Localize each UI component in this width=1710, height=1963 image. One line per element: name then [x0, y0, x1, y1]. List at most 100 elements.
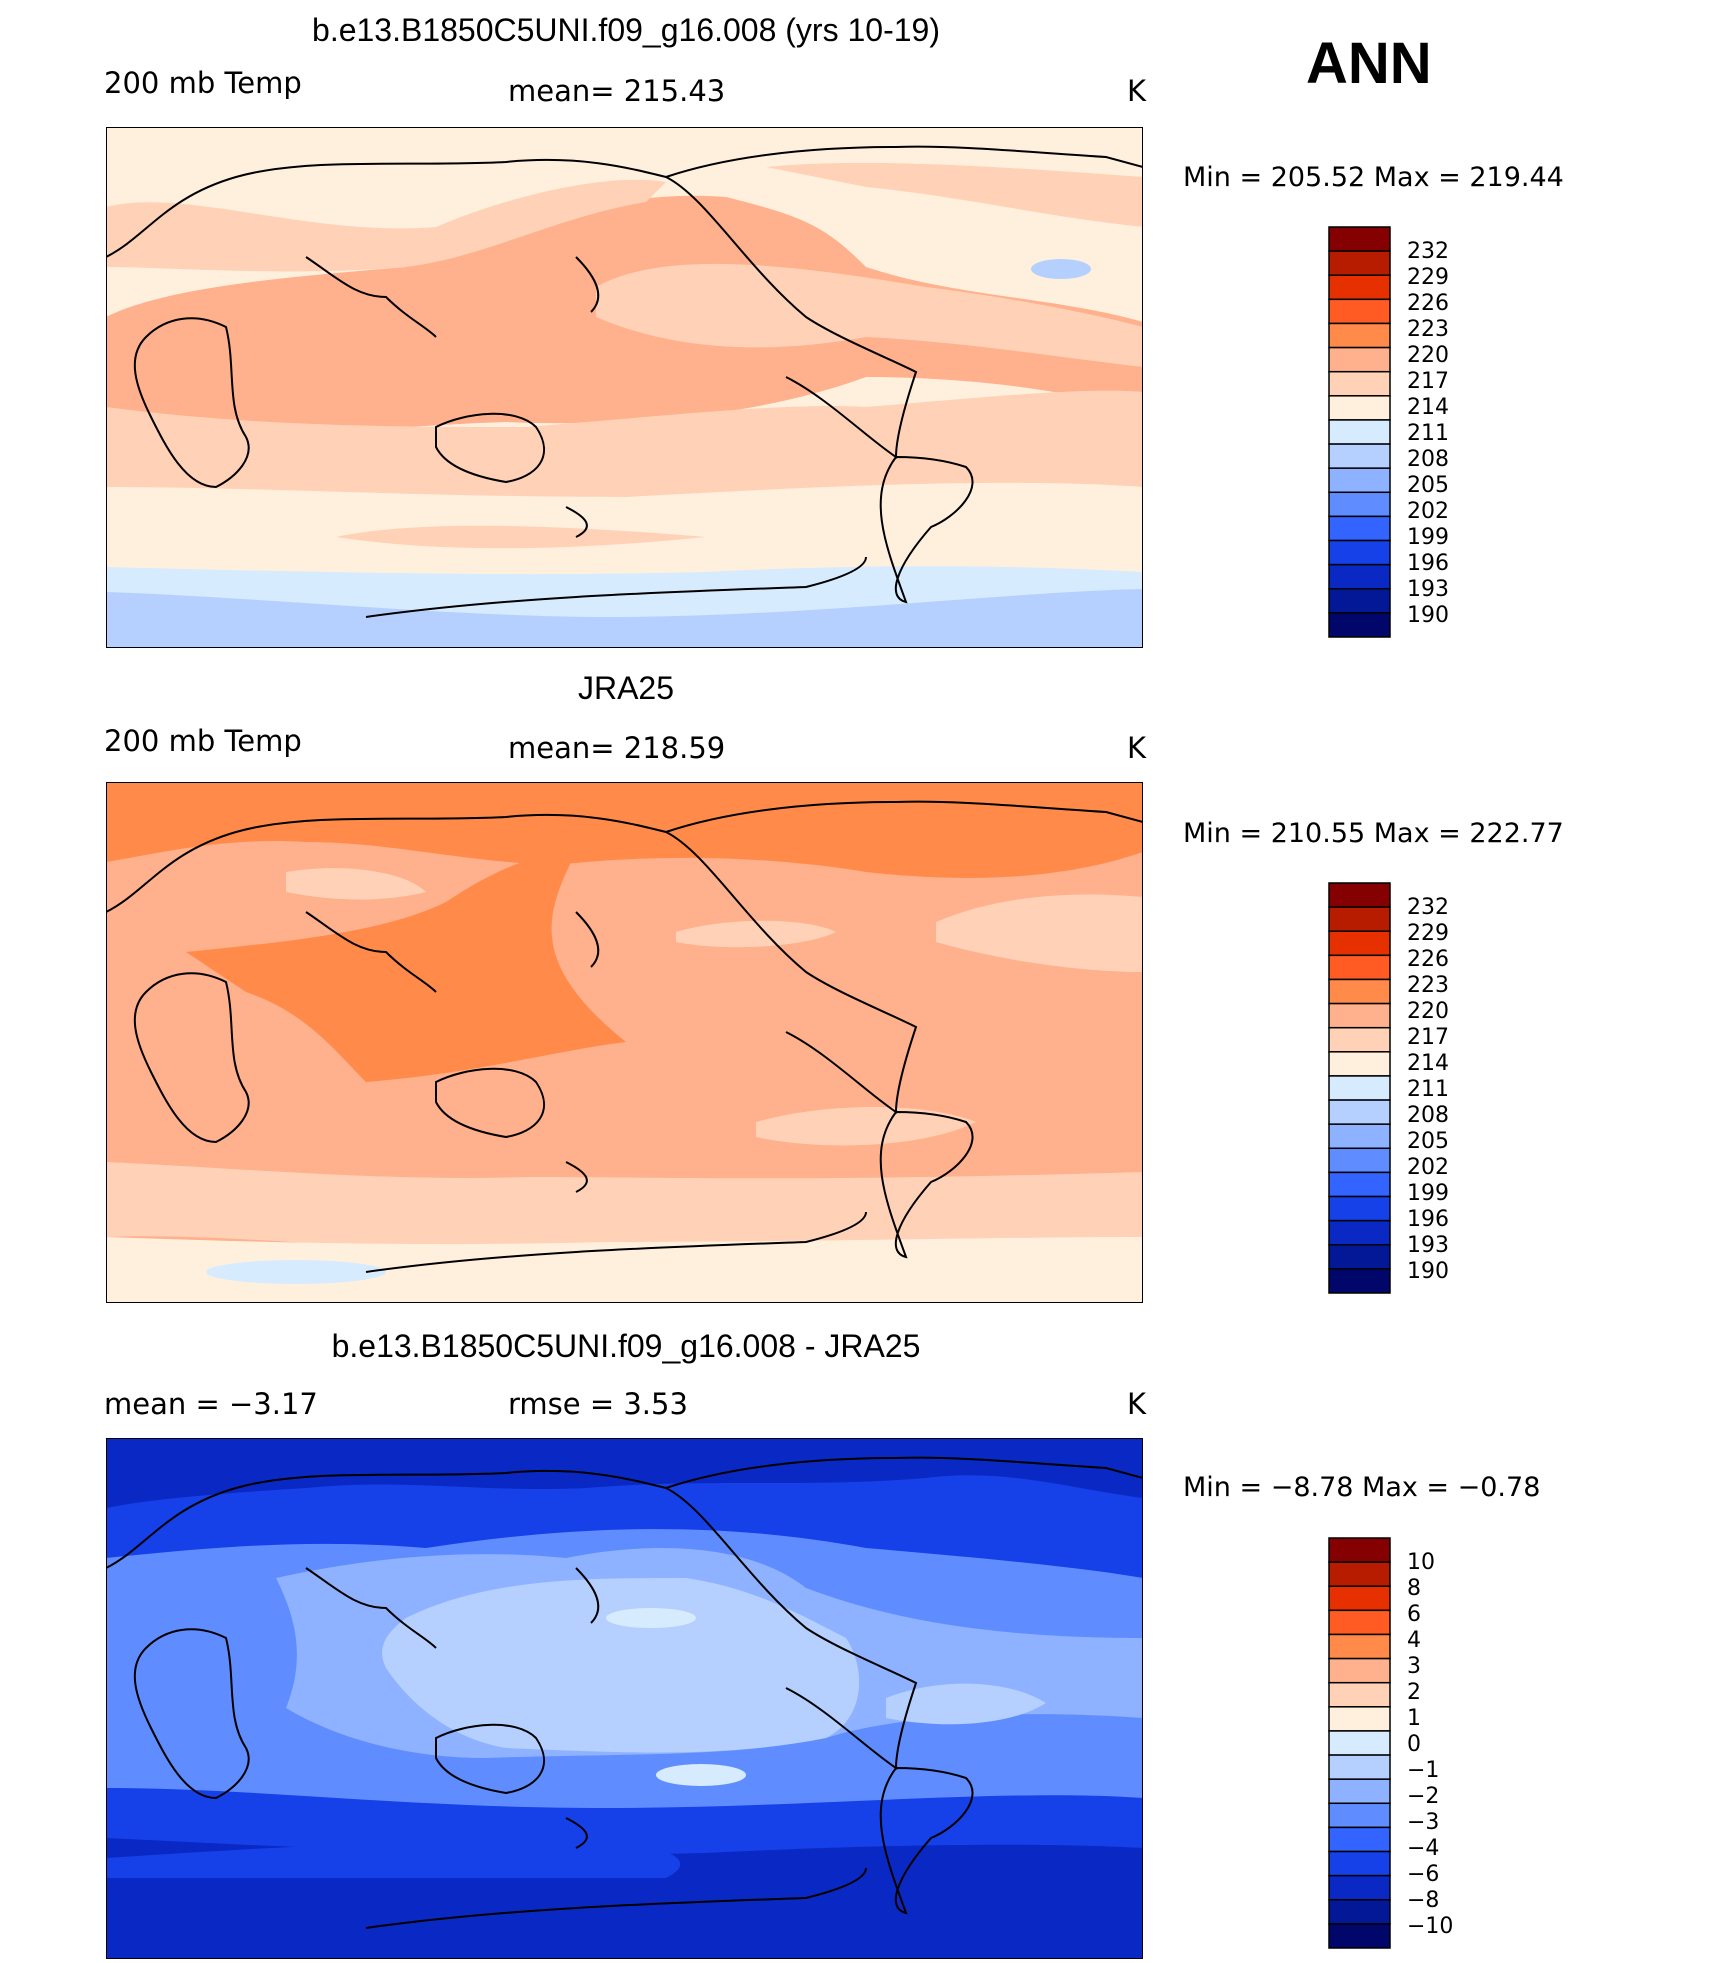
panel-2-mean-label: mean= 218.59 — [508, 731, 726, 765]
panel-1-minmax-label: Min = 205.52 Max = 219.44 — [1183, 162, 1564, 193]
panel-2-level-label: 211 — [1407, 1077, 1449, 1102]
panel-2-colorbar — [1328, 882, 1391, 1294]
panel-2-level-label: 226 — [1407, 947, 1449, 972]
panel-3-warm-patch-1 — [606, 1608, 696, 1628]
panel-2-nh-cool-patch — [286, 868, 426, 900]
colorbar-swatch — [1328, 491, 1391, 518]
colorbar-swatch — [1328, 1268, 1391, 1294]
colorbar-swatch — [1328, 1537, 1391, 1563]
panel-1-frame — [106, 127, 1143, 648]
colorbar-swatch — [1328, 515, 1391, 542]
colorbar-swatch — [1328, 1706, 1391, 1732]
panel-2-level-label: 190 — [1407, 1259, 1449, 1284]
colorbar-swatch — [1328, 419, 1391, 445]
colorbar-swatch — [1328, 1219, 1391, 1246]
colorbar-swatch — [1328, 1051, 1391, 1077]
panel-1-level-label: 223 — [1407, 317, 1449, 342]
panel-2-level-label: 193 — [1407, 1233, 1449, 1258]
colorbar-swatch — [1328, 612, 1391, 638]
panel-3-level-label: 8 — [1407, 1576, 1421, 1601]
colorbar-swatch — [1328, 298, 1391, 325]
panel-1-level-label: 211 — [1407, 421, 1449, 446]
season-label: ANN — [1306, 31, 1432, 96]
colorbar-swatch — [1328, 370, 1391, 397]
colorbar-swatch — [1328, 395, 1391, 421]
colorbar-swatch — [1328, 588, 1391, 614]
panel-3-level-label: −6 — [1407, 1862, 1440, 1887]
panel-2-sh-patch — [756, 1107, 976, 1146]
panel-2-map — [106, 782, 1143, 1303]
panel-1-level-label: 193 — [1407, 577, 1449, 602]
panel-2-level-label: 217 — [1407, 1025, 1449, 1050]
colorbar-swatch — [1328, 1874, 1391, 1901]
panel-2-level-label: 232 — [1407, 895, 1449, 920]
panel-2-level-label: 220 — [1407, 999, 1449, 1024]
panel-2-variable-label: 200 mb Temp — [104, 724, 302, 758]
colorbar-swatch — [1328, 1633, 1391, 1660]
panel-2-units-label: K — [1127, 731, 1147, 765]
panel-2-pacific-cool-patch — [676, 920, 836, 948]
panel-3-frame — [106, 1438, 1143, 1959]
panel-1-level-label: 190 — [1407, 603, 1449, 628]
panel-2-level-label: 229 — [1407, 921, 1449, 946]
panel-3-arctic-band — [106, 1438, 1143, 1508]
panel-3-warm-patch-2 — [656, 1764, 746, 1786]
colorbar-swatch — [1328, 882, 1391, 908]
panel-2-level-label: 208 — [1407, 1103, 1449, 1128]
panel-1-nh-band — [106, 179, 666, 272]
panel-3-mean-label: mean = −3.17 — [104, 1387, 318, 1421]
panel-2-level-label: 223 — [1407, 973, 1449, 998]
panel-1-level-label: 226 — [1407, 291, 1449, 316]
colorbar-swatch — [1328, 1754, 1391, 1780]
colorbar-swatch — [1328, 930, 1391, 957]
panel-3-level-label: −2 — [1407, 1784, 1440, 1809]
panel-1-level-label: 199 — [1407, 525, 1449, 550]
panel-2-frame — [106, 782, 1143, 1303]
colorbar-swatch — [1328, 954, 1391, 981]
colorbar-swatch — [1328, 1002, 1391, 1029]
colorbar-swatch — [1328, 1026, 1391, 1053]
panel-1-coastlines — [106, 145, 1143, 618]
panel-1-cold-patch — [1031, 259, 1091, 279]
panel-1-level-label: 208 — [1407, 447, 1449, 472]
panel-2-title: JRA25 — [577, 670, 675, 706]
colorbar-swatch — [1328, 226, 1391, 252]
panel-3-level-label: 6 — [1407, 1602, 1421, 1627]
panel-3-level-label: 10 — [1407, 1550, 1435, 1575]
panel-1-units-label: K — [1127, 74, 1147, 108]
colorbar-swatch — [1328, 1730, 1391, 1756]
panel-2-antarctic-cool-patch — [206, 1260, 386, 1284]
panel-2-antarctic-band — [106, 1237, 1143, 1303]
panel-2-atlantic-cool-patch — [936, 894, 1143, 972]
panel-1-level-label: 217 — [1407, 369, 1449, 394]
panel-3-colorbar — [1328, 1537, 1391, 1949]
panel-1-level-label: 196 — [1407, 551, 1449, 576]
colorbar-swatch — [1328, 346, 1391, 373]
panel-3-level-label: −10 — [1407, 1914, 1454, 1939]
colorbar-swatch — [1328, 1195, 1391, 1222]
colorbar-swatch — [1328, 1561, 1391, 1587]
panel-3-rmse-label: rmse = 3.53 — [508, 1387, 688, 1421]
panel-3-level-label: 4 — [1407, 1628, 1421, 1653]
colorbar-swatch — [1328, 1850, 1391, 1877]
panel-2-warm-pool — [186, 852, 626, 1082]
colorbar-swatch — [1328, 250, 1391, 276]
panel-3-level-label: −1 — [1407, 1758, 1440, 1783]
panel-3-sh-midlat-band — [106, 1838, 681, 1878]
panel-1-antarctic-core — [106, 589, 1143, 648]
panel-2-level-label: 205 — [1407, 1129, 1449, 1154]
panel-1-pacific-band — [596, 263, 1143, 367]
panel-1-title: b.e13.B1850C5UNI.f09_g16.008 (yrs 10-19) — [312, 12, 940, 48]
colorbar-swatch — [1328, 1585, 1391, 1612]
colorbar-swatch — [1328, 1609, 1391, 1636]
panel-2-coastlines — [106, 800, 1143, 1273]
colorbar-swatch — [1328, 1899, 1391, 1925]
colorbar-swatch — [1328, 1778, 1391, 1805]
colorbar-swatch — [1328, 539, 1391, 566]
colorbar-swatch — [1328, 1244, 1391, 1270]
panel-2-level-label: 199 — [1407, 1181, 1449, 1206]
colorbar-swatch — [1328, 978, 1391, 1005]
colorbar-swatch — [1328, 322, 1391, 349]
panel-2-minmax-label: Min = 210.55 Max = 222.77 — [1183, 818, 1564, 849]
colorbar-swatch — [1328, 1099, 1391, 1125]
